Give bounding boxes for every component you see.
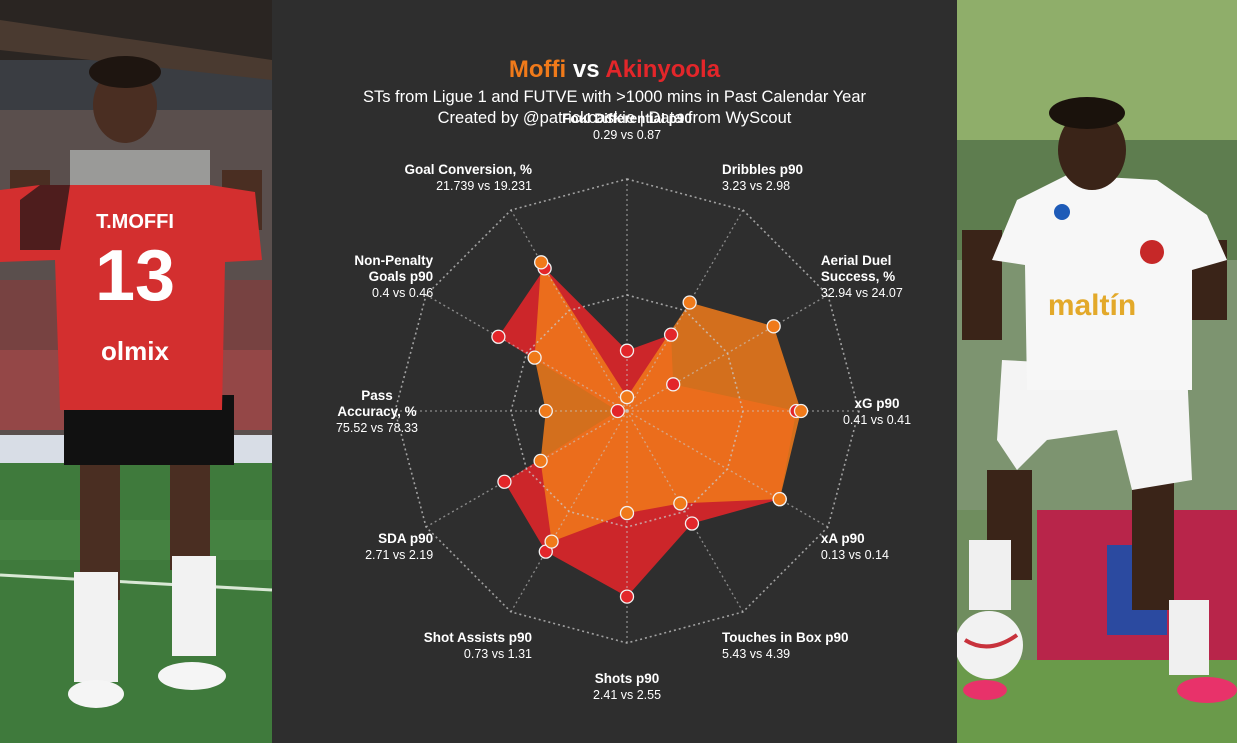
axis-label-6: Touches in Box p90 [722,630,849,645]
player1-name: Moffi [508,56,567,83]
data-point-akinyoola-2 [663,327,679,342]
axis-label-9: SDA p90 [378,531,433,546]
axis-label-3-line1: Aerial Duel [821,253,892,268]
data-point-moffi-6 [673,496,688,511]
axis-value-4: 0.41 vs 0.41 [843,413,911,427]
axis-label-4: xG p90 [854,396,899,411]
data-point-moffi-8 [544,534,559,549]
axis-spoke-9 [425,410,628,528]
data-point-akinyoola-7 [619,589,635,604]
jersey-name: T.MOFFI [96,211,174,233]
axis-value-8: 0.73 vs 1.31 [464,647,532,661]
data-point-akinyoola-11 [491,329,506,344]
right-player-photo: maltín [957,0,1237,743]
radar-panel: Moffi vs Akinyoola STs from Ligue 1 and … [272,0,957,743]
data-point-moffi-3 [766,319,781,334]
data-point-moffi-12 [534,255,549,270]
axis-spoke-12 [510,209,628,412]
axis-label-5: xA p90 [821,531,865,546]
axis-spoke-11 [425,294,628,412]
data-point-moffi-2 [682,295,697,310]
title-vs: vs [572,56,600,83]
axis-value-2: 3.23 vs 2.98 [722,179,790,193]
axis-value-12: 21.739 vs 19.231 [436,179,532,193]
axis-label-12: Goal Conversion, % [404,162,532,177]
axis-label-3-line2: Success, % [821,269,895,284]
axis-spoke-5 [626,410,829,528]
axis-label-11-line2: Goals p90 [369,269,434,284]
akinyoola-photo-illustration: maltín [957,0,1237,743]
axis-spoke-2 [626,209,744,412]
jersey-sponsor: olmix [101,336,169,366]
data-point-moffi-10 [538,403,553,419]
chart-subtitle: STs from Ligue 1 and FUTVE with >1000 mi… [362,88,867,106]
axis-label-7: Shots p90 [595,671,660,686]
left-player-photo: T.MOFFI 13 olmix [0,0,272,743]
axis-value-3: 32.94 vs 24.07 [821,286,903,300]
axis-value-6: 5.43 vs 4.39 [722,647,790,661]
data-point-akinyoola-6 [684,516,700,531]
axis-label-2: Dribbles p90 [722,162,803,177]
axis-label-11-line1: Non-Penalty [354,253,433,268]
axis-label-10-line1: Pass [361,388,393,403]
axis-label-8: Shot Assists p90 [424,630,532,645]
axis-value-10: 75.52 vs 78.33 [336,421,418,435]
axis-value-7: 2.41 vs 2.55 [593,688,661,702]
radar-chart: Foul Differential p90 0.29 vs 0.87 Dribble… [336,111,911,702]
data-point-akinyoola-3 [666,377,681,392]
axis-value-1: 0.29 vs 0.87 [593,128,661,142]
axis-spoke-6 [626,410,744,613]
player2-name: Akinyoola [605,56,721,83]
series-area-moffi [534,262,801,542]
data-point-moffi-11 [527,350,542,365]
shirt-sponsor: maltín [1048,289,1136,322]
axis-value-11: 0.4 vs 0.46 [372,286,433,300]
jersey-number: 13 [95,236,175,316]
data-point-akinyoola-10 [610,403,625,419]
axis-spoke-3 [626,294,829,412]
data-point-moffi-7 [619,505,635,521]
chart-title: Moffi vs Akinyoola [272,56,957,84]
data-point-moffi-4 [793,403,809,419]
data-point-moffi-9 [533,453,548,469]
axis-value-5: 0.13 vs 0.14 [821,548,889,562]
axis-label-10-line2: Accuracy, % [337,404,416,419]
data-point-moffi-1 [619,389,635,405]
data-point-moffi-5 [772,492,787,507]
data-point-akinyoola-9 [497,474,512,489]
moffi-photo-illustration: T.MOFFI 13 olmix [0,0,272,743]
chart-credit: Created by @patrickcaskie | Data from Wy… [437,109,792,127]
axis-value-9: 2.71 vs 2.19 [365,548,433,562]
axis-label-1: Foul Differential p90 [562,111,692,126]
axis-spoke-8 [510,410,628,613]
data-point-akinyoola-1 [619,343,635,358]
